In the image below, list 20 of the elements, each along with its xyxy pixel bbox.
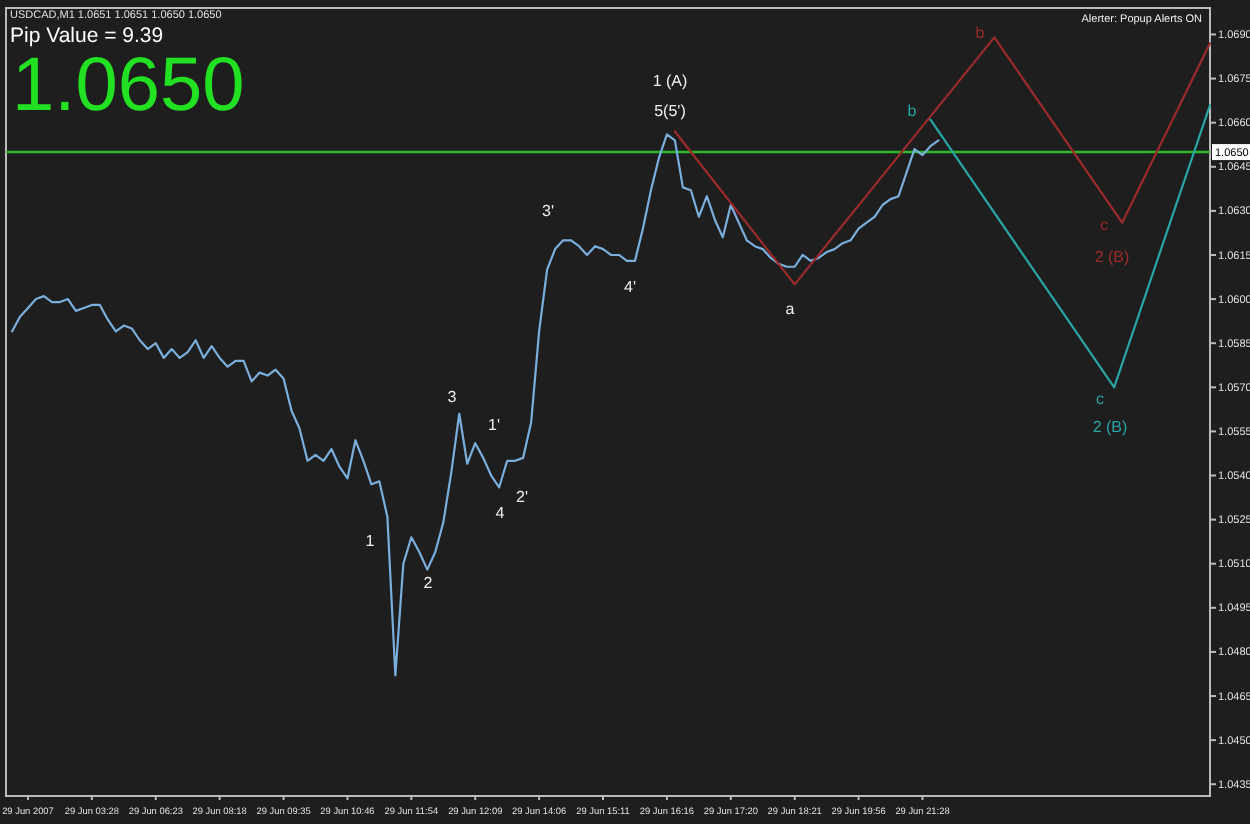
annotation: 2' [516,487,529,506]
text: Pip Value = 9.39 [10,24,164,48]
annotation: 1' [488,415,501,434]
annotation: 2 [423,573,434,592]
annotation: 4 [495,503,506,522]
annotation: b [907,101,918,120]
annotation: 2 (B) [1094,247,1130,266]
annotation: b [975,23,986,42]
annotation: 1 (A) [652,71,688,90]
annotation: 3 [447,387,458,406]
annotation: 5(5') [654,101,687,120]
annotation: 1.0650 [12,44,245,128]
annotation: 1 [365,531,376,550]
annotation: 4' [624,277,637,296]
annotation: 3' [542,201,555,220]
annotation: c [1100,215,1108,234]
annotation: c [1096,389,1104,408]
line-series [10,133,940,677]
annotation: 2 (B) [1092,417,1128,436]
annotation: a [785,299,796,318]
